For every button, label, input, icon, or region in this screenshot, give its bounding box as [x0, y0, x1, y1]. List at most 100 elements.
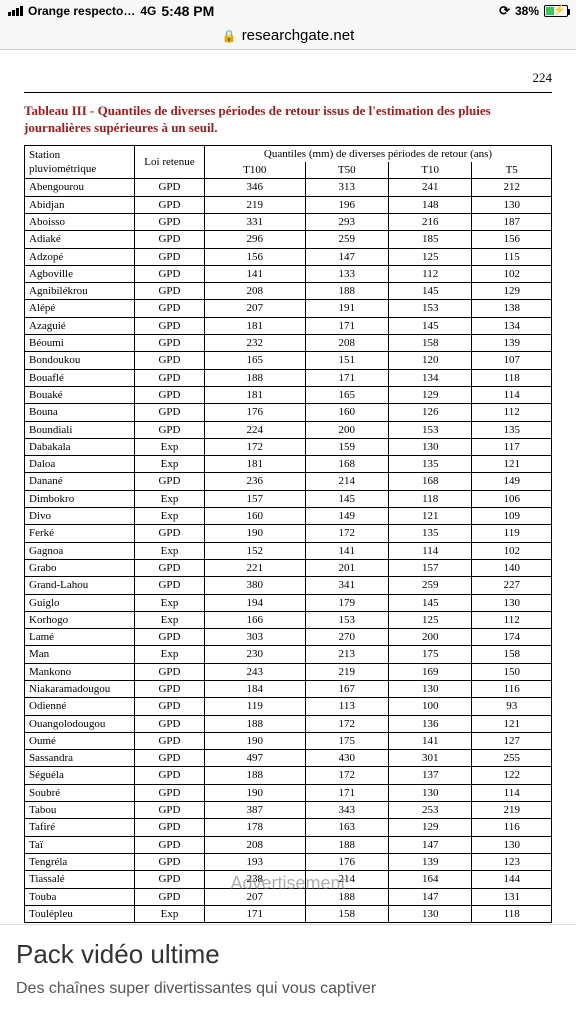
cell-t50: 172: [305, 715, 388, 732]
table-row: NiakaramadougouGPD184167130116: [25, 680, 552, 697]
cell-loi: GPD: [135, 369, 205, 386]
cell-loi: GPD: [135, 732, 205, 749]
cell-t100: 387: [205, 802, 306, 819]
cell-t50: 141: [305, 542, 388, 559]
cell-t5: 109: [472, 508, 552, 525]
cell-t5: 139: [472, 335, 552, 352]
table-row: AdzopéGPD156147125115: [25, 248, 552, 265]
bottom-ad[interactable]: Pack vidéo ultime Des chaînes super dive…: [0, 924, 576, 1024]
cell-loi: GPD: [135, 317, 205, 334]
page-content[interactable]: 224 Tableau III - Quantiles de diverses …: [0, 50, 576, 924]
cell-t50: 341: [305, 577, 388, 594]
cell-loi: GPD: [135, 836, 205, 853]
cell-loi: GPD: [135, 231, 205, 248]
table-row: DaloaExp181168135121: [25, 456, 552, 473]
cell-t50: 313: [305, 179, 388, 196]
cell-loi: GPD: [135, 559, 205, 576]
table-row: OuangolodougouGPD188172136121: [25, 715, 552, 732]
cell-t100: 208: [205, 836, 306, 853]
cell-t50: 168: [305, 456, 388, 473]
th-t100: T100: [205, 162, 306, 179]
cell-t50: 208: [305, 335, 388, 352]
cell-station: Bouaflé: [25, 369, 135, 386]
cell-station: Man: [25, 646, 135, 663]
cell-t5: 156: [472, 231, 552, 248]
cell-t5: 102: [472, 542, 552, 559]
cell-station: Agboville: [25, 265, 135, 282]
cell-loi: GPD: [135, 802, 205, 819]
cell-t10: 126: [388, 404, 471, 421]
cell-t10: 130: [388, 784, 471, 801]
cell-t50: 191: [305, 300, 388, 317]
cell-t100: 236: [205, 473, 306, 490]
cell-loi: Exp: [135, 646, 205, 663]
table-row: BouafléGPD188171134118: [25, 369, 552, 386]
cell-loi: GPD: [135, 213, 205, 230]
cell-t100: 165: [205, 352, 306, 369]
cell-t10: 157: [388, 559, 471, 576]
cell-t5: 121: [472, 715, 552, 732]
cell-t10: 301: [388, 750, 471, 767]
cell-t50: 171: [305, 784, 388, 801]
table-row: AzaguiéGPD181171145134: [25, 317, 552, 334]
cell-station: Daloa: [25, 456, 135, 473]
cell-t10: 145: [388, 317, 471, 334]
table-row: GraboGPD221201157140: [25, 559, 552, 576]
cell-t5: 150: [472, 663, 552, 680]
cell-station: Tabou: [25, 802, 135, 819]
cell-t100: 176: [205, 404, 306, 421]
cell-t100: 188: [205, 369, 306, 386]
th-t10: T10: [388, 162, 471, 179]
cell-t50: 149: [305, 508, 388, 525]
battery-percent: 38%: [515, 4, 539, 18]
table-row: ToubaGPD207188147131: [25, 888, 552, 905]
cell-t10: 125: [388, 248, 471, 265]
page-number: 224: [24, 70, 552, 86]
cell-t5: 255: [472, 750, 552, 767]
cell-t10: 158: [388, 335, 471, 352]
table-row: SassandraGPD497430301255: [25, 750, 552, 767]
cell-station: Grabo: [25, 559, 135, 576]
cell-station: Danané: [25, 473, 135, 490]
cell-t50: 171: [305, 369, 388, 386]
cell-loi: GPD: [135, 698, 205, 715]
cell-t50: 200: [305, 421, 388, 438]
cell-t10: 137: [388, 767, 471, 784]
cell-t5: 102: [472, 265, 552, 282]
cell-loi: GPD: [135, 715, 205, 732]
cell-t5: 187: [472, 213, 552, 230]
cell-t10: 216: [388, 213, 471, 230]
cell-loi: Exp: [135, 611, 205, 628]
cell-loi: GPD: [135, 767, 205, 784]
cell-t10: 130: [388, 905, 471, 922]
cell-t50: 176: [305, 853, 388, 870]
cell-t100: 172: [205, 438, 306, 455]
table-row: AbengourouGPD346313241212: [25, 179, 552, 196]
ad-subtitle: Des chaînes super divertissantes qui vou…: [16, 980, 560, 998]
table-row: GagnoaExp152141114102: [25, 542, 552, 559]
cell-t100: 243: [205, 663, 306, 680]
cell-t100: 224: [205, 421, 306, 438]
cell-t10: 134: [388, 369, 471, 386]
cell-t50: 172: [305, 767, 388, 784]
cell-station: Agnibilékrou: [25, 283, 135, 300]
cell-t100: 171: [205, 905, 306, 922]
table-row: AgbovilleGPD141133112102: [25, 265, 552, 282]
cell-t10: 112: [388, 265, 471, 282]
cell-station: Béoumi: [25, 335, 135, 352]
cell-t100: 232: [205, 335, 306, 352]
cell-t10: 121: [388, 508, 471, 525]
cell-station: Guiglo: [25, 594, 135, 611]
cell-station: Aboisso: [25, 213, 135, 230]
clock-label: 5:48 PM: [161, 3, 214, 19]
url-bar[interactable]: 🔒 researchgate.net: [0, 22, 576, 50]
cell-t10: 114: [388, 542, 471, 559]
cell-station: Soubré: [25, 784, 135, 801]
cell-station: Adzopé: [25, 248, 135, 265]
cell-t10: 259: [388, 577, 471, 594]
table-row: BondoukouGPD165151120107: [25, 352, 552, 369]
cell-loi: GPD: [135, 629, 205, 646]
cell-loi: GPD: [135, 663, 205, 680]
cell-loi: Exp: [135, 594, 205, 611]
cell-loi: GPD: [135, 871, 205, 888]
